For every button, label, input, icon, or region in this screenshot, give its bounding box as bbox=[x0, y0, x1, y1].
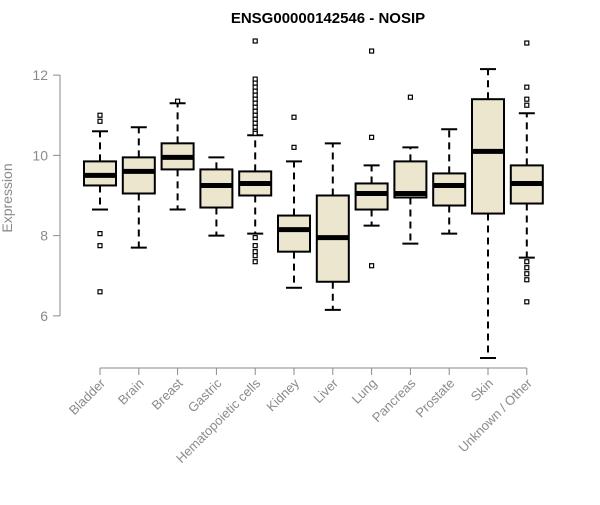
y-tick-label: 8 bbox=[40, 228, 48, 244]
box-skin bbox=[471, 68, 505, 359]
y-axis: 6 8 10 12 bbox=[32, 67, 61, 324]
outlier-point bbox=[524, 259, 530, 265]
iqr-box bbox=[432, 172, 467, 207]
iqr-box bbox=[277, 214, 311, 253]
outlier-point bbox=[524, 84, 530, 90]
chart-title: ENSG00000142546 - NOSIP bbox=[231, 10, 425, 27]
x-tick-label-prostate: Prostate bbox=[412, 376, 457, 421]
box-gastric bbox=[199, 156, 234, 237]
outlier-point bbox=[252, 112, 258, 118]
outlier-point bbox=[97, 289, 103, 295]
outlier-point bbox=[524, 299, 530, 305]
outlier-point bbox=[407, 94, 413, 100]
box-lung bbox=[354, 48, 389, 269]
iqr-box bbox=[199, 168, 234, 209]
outlier-point bbox=[252, 108, 258, 114]
y-tick-label: 12 bbox=[32, 67, 48, 83]
outlier-point bbox=[252, 120, 258, 126]
outlier-point bbox=[369, 48, 375, 54]
outlier-point bbox=[291, 144, 297, 150]
outlier-point bbox=[369, 134, 375, 140]
outlier-point bbox=[524, 277, 530, 283]
y-axis-label: Expression bbox=[0, 163, 15, 232]
outlier-point bbox=[252, 104, 258, 110]
outlier-point bbox=[252, 249, 258, 255]
x-tick-label-bladder: Bladder bbox=[66, 375, 109, 418]
outlier-point bbox=[252, 100, 258, 106]
iqr-box bbox=[121, 156, 156, 195]
outlier-point bbox=[524, 265, 530, 271]
box-pancreas bbox=[393, 94, 428, 245]
outlier-point bbox=[252, 259, 258, 265]
outlier-point bbox=[369, 263, 375, 269]
outlier-point bbox=[252, 76, 258, 82]
y-tick-label: 6 bbox=[40, 308, 48, 324]
outlier-point bbox=[252, 253, 258, 259]
box-bladder bbox=[83, 112, 117, 295]
iqr-box bbox=[471, 98, 505, 215]
outlier-point bbox=[252, 130, 258, 136]
outlier-point bbox=[524, 271, 530, 277]
box-kidney bbox=[277, 114, 311, 289]
x-tick-label-skin: Skin bbox=[468, 376, 496, 404]
x-tick-label-brain: Brain bbox=[115, 376, 147, 408]
box-series bbox=[83, 38, 544, 359]
outlier-point bbox=[252, 80, 258, 86]
outlier-point bbox=[175, 98, 181, 104]
box-brain bbox=[121, 126, 156, 249]
outlier-point bbox=[252, 84, 258, 90]
outlier-point bbox=[252, 38, 258, 44]
box-breast bbox=[160, 98, 195, 211]
iqr-box bbox=[354, 182, 389, 211]
x-tick-label-kidney: Kidney bbox=[263, 375, 302, 414]
y-tick-label: 10 bbox=[32, 147, 48, 163]
outlier-point bbox=[524, 96, 530, 102]
outlier-point bbox=[252, 96, 258, 102]
outlier-point bbox=[252, 235, 258, 241]
x-tick-label-liver: Liver bbox=[310, 375, 341, 406]
outlier-point bbox=[97, 118, 103, 124]
x-tick-label-pancreas: Pancreas bbox=[369, 375, 419, 425]
outlier-point bbox=[291, 114, 297, 120]
outlier-point bbox=[252, 92, 258, 98]
outlier-point bbox=[252, 243, 258, 249]
box-liver bbox=[315, 142, 350, 311]
outlier-point bbox=[97, 112, 103, 118]
box-prostate bbox=[432, 128, 467, 235]
outlier-point bbox=[97, 243, 103, 249]
outlier-point bbox=[97, 231, 103, 237]
x-tick-label-breast: Breast bbox=[149, 375, 186, 412]
outlier-point bbox=[252, 116, 258, 122]
outlier-point bbox=[524, 40, 530, 46]
outlier-point bbox=[252, 88, 258, 94]
x-tick-label-unknown-other: Unknown / Other bbox=[455, 375, 535, 455]
x-tick-label-lung: Lung bbox=[349, 376, 380, 407]
outlier-point bbox=[252, 124, 258, 130]
box-hematopoietic-cells bbox=[238, 38, 273, 265]
outlier-point bbox=[524, 102, 530, 108]
box-unknown-other bbox=[509, 40, 544, 305]
